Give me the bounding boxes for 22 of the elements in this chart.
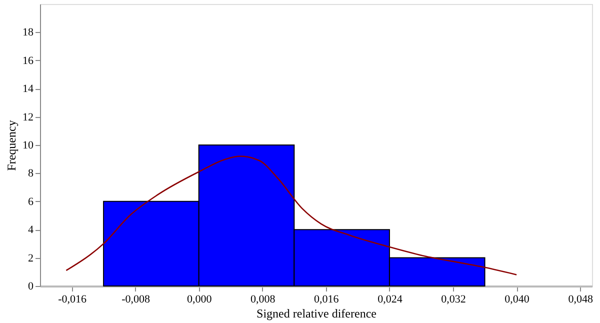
x-tick-label: 0,008 [250,294,276,306]
y-tick-label: 6 [28,196,34,208]
x-tick-label: 0,040 [504,294,530,306]
y-tick-label: 10 [22,140,34,152]
y-tick-label: 4 [28,224,34,236]
x-tick-label: -0,016 [58,294,87,306]
x-tick-label: 0,024 [378,294,403,306]
y-tick-label: 12 [22,111,34,124]
y-tick-label: 14 [22,83,34,96]
x-tick-label: 0,048 [568,294,594,306]
x-tick-label: 0,016 [314,294,340,306]
x-tick-label: -0,008 [122,294,151,306]
y-tick-label: 0 [28,280,34,292]
y-axis-title: Frequency [4,120,18,171]
y-tick-label: 8 [28,168,34,180]
x-tick-label: 0,032 [441,294,466,306]
x-tick-label: 0,000 [186,294,212,306]
y-tick-label: 2 [28,252,34,264]
y-tick-label: 16 [22,54,34,67]
y-tick-label: 18 [22,26,34,39]
x-axis-title: Signed relative diference [256,306,376,320]
line-series [66,156,518,276]
